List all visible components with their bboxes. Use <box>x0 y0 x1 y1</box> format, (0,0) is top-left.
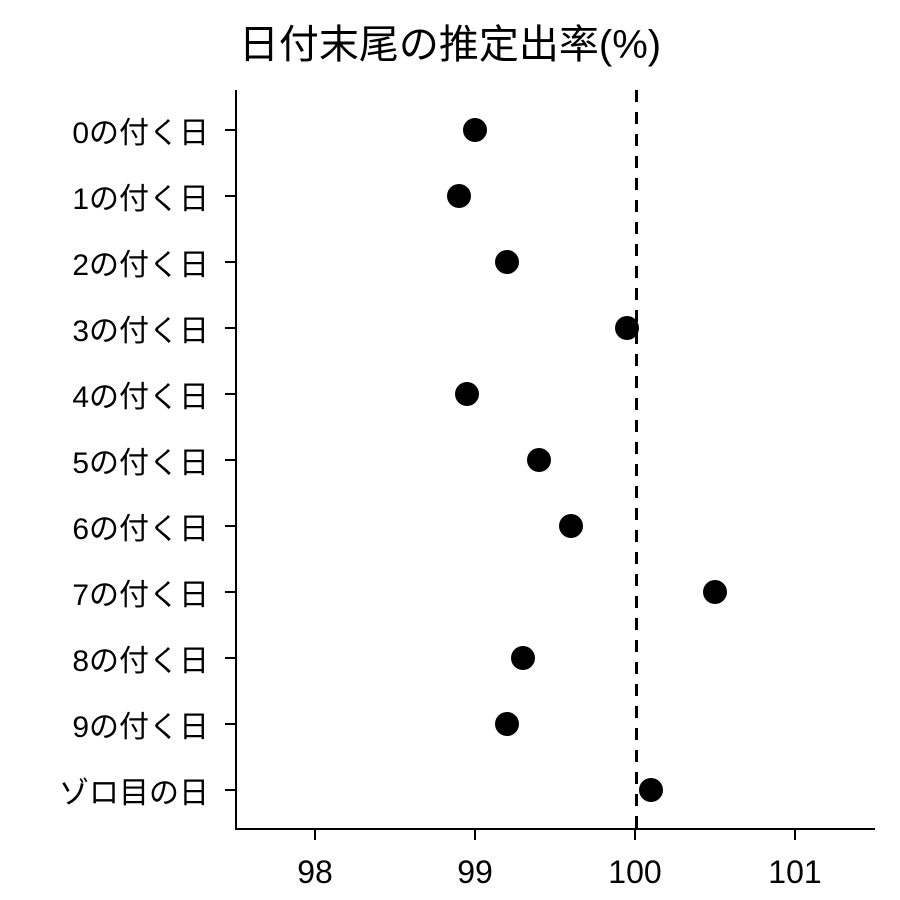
data-point <box>615 316 639 340</box>
data-point <box>455 382 479 406</box>
x-tick-mark <box>474 830 476 840</box>
data-point <box>495 250 519 274</box>
data-point <box>447 184 471 208</box>
x-tick-label: 99 <box>457 854 493 891</box>
y-tick-mark <box>225 393 235 395</box>
x-tick-mark <box>314 830 316 840</box>
y-tick-label: 9の付く日 <box>72 702 209 746</box>
data-point <box>511 646 535 670</box>
x-tick-label: 101 <box>768 854 821 891</box>
y-tick-label: 0の付く日 <box>72 108 209 152</box>
y-tick-mark <box>225 261 235 263</box>
y-tick-mark <box>225 789 235 791</box>
y-tick-mark <box>225 723 235 725</box>
y-tick-label: ゾロ目の日 <box>59 768 209 812</box>
chart-title: 日付末尾の推定出率(%) <box>0 12 900 70</box>
y-tick-mark <box>225 195 235 197</box>
reference-line <box>635 90 638 830</box>
data-point <box>463 118 487 142</box>
y-tick-label: 8の付く日 <box>72 636 209 680</box>
data-point <box>495 712 519 736</box>
y-tick-mark <box>225 657 235 659</box>
y-tick-label: 2の付く日 <box>72 240 209 284</box>
x-tick-mark <box>794 830 796 840</box>
y-tick-mark <box>225 459 235 461</box>
y-tick-mark <box>225 525 235 527</box>
data-point <box>559 514 583 538</box>
y-tick-label: 6の付く日 <box>72 504 209 548</box>
y-tick-mark <box>225 327 235 329</box>
dot-plot-chart: 日付末尾の推定出率(%) 98 99 100 101 0の付く日 1の付く日 2の付く日 3の… <box>0 0 900 900</box>
x-tick-mark <box>634 830 636 840</box>
data-point <box>639 778 663 802</box>
y-tick-label: 4の付く日 <box>72 372 209 416</box>
x-tick-label: 100 <box>608 854 661 891</box>
y-tick-mark <box>225 591 235 593</box>
y-tick-label: 7の付く日 <box>72 570 209 614</box>
data-point <box>703 580 727 604</box>
y-tick-label: 1の付く日 <box>72 174 209 218</box>
y-tick-label: 5の付く日 <box>72 438 209 482</box>
y-tick-mark <box>225 129 235 131</box>
plot-area <box>235 90 875 830</box>
y-tick-label: 3の付く日 <box>72 306 209 350</box>
data-point <box>527 448 551 472</box>
x-tick-label: 98 <box>297 854 333 891</box>
